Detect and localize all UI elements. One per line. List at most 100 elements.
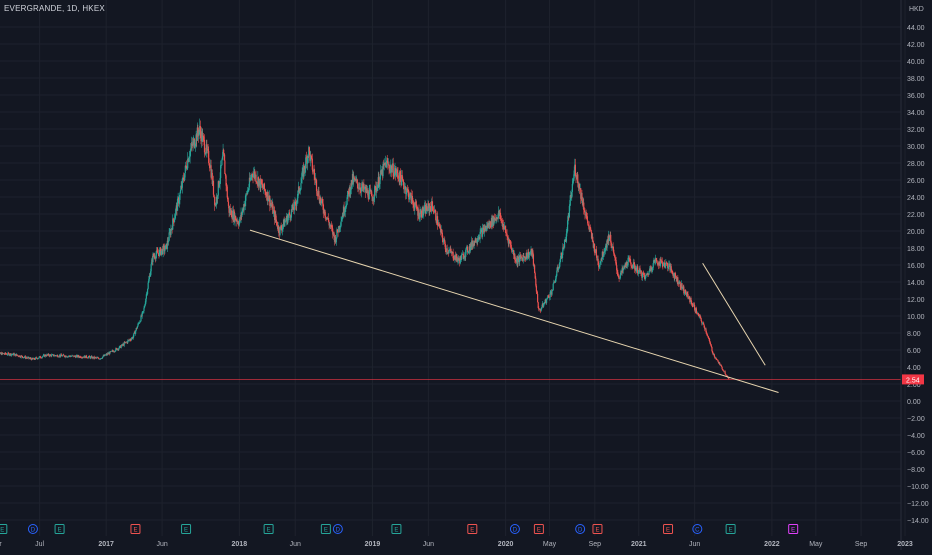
price-tick-label: 14.00 <box>907 280 925 287</box>
candle-body <box>133 333 134 336</box>
time-tick-label: Jul <box>35 541 44 548</box>
event-marker-label: E <box>267 528 271 534</box>
candle-body <box>714 354 715 356</box>
candle-body <box>255 175 256 182</box>
price-tick-label: 18.00 <box>907 246 925 253</box>
candle-body <box>221 160 222 165</box>
time-tick-label: Jun <box>689 541 700 548</box>
candle-body <box>500 213 501 219</box>
price-tick-label: 40.00 <box>907 59 925 66</box>
candle-body <box>717 360 718 362</box>
time-tick-label: Mar <box>0 541 2 548</box>
candle-body <box>537 294 538 302</box>
price-tick-label: 44.00 <box>907 25 925 32</box>
price-tick-label: −4.00 <box>907 433 925 440</box>
candle-body <box>16 354 17 355</box>
event-marker-label: E <box>666 528 670 534</box>
candle-body <box>461 255 462 260</box>
time-tick-label: Jun <box>156 541 167 548</box>
candle-body <box>725 371 726 374</box>
price-tick-label: 4.00 <box>907 365 921 372</box>
candle-body <box>222 156 223 159</box>
event-marker-label: E <box>595 528 599 534</box>
time-tick-label: May <box>809 541 823 548</box>
candle-body <box>620 274 621 278</box>
price-tick-label: 0.00 <box>907 399 921 406</box>
candle-body <box>722 367 723 369</box>
event-marker-label: C <box>695 528 700 534</box>
candle-body <box>164 249 165 251</box>
candle-body <box>614 254 615 255</box>
candle-body <box>151 264 152 271</box>
candle-body <box>174 218 175 222</box>
candle-body <box>641 271 642 276</box>
candle-body <box>435 211 436 220</box>
candle-body <box>556 271 557 276</box>
candle-body <box>445 244 446 249</box>
price-tick-label: 16.00 <box>907 263 925 270</box>
price-tick-label: 10.00 <box>907 314 925 321</box>
price-tick-label: −10.00 <box>907 484 929 491</box>
price-tick-label: −8.00 <box>907 467 925 474</box>
price-tick-label: 42.00 <box>907 42 925 49</box>
time-axis[interactable]: MarJul2017Jun2018Jun2019Jun2020MaySep202… <box>0 541 913 548</box>
price-tick-label: 12.00 <box>907 297 925 304</box>
price-tick-label: 32.00 <box>907 127 925 134</box>
candle-body <box>711 347 712 351</box>
candle-body <box>121 346 122 348</box>
candle-body <box>523 256 524 261</box>
currency-label: HKD <box>909 6 924 13</box>
candle-body <box>725 374 726 375</box>
candle-body <box>517 259 518 264</box>
symbol-title: EVERGRANDE, 1D, HKEX <box>4 4 105 13</box>
price-tick-label: 6.00 <box>907 348 921 355</box>
event-marker-label: D <box>578 528 583 534</box>
candle-body <box>317 191 318 194</box>
price-tick-label: 24.00 <box>907 195 925 202</box>
time-tick-label: 2017 <box>98 541 114 548</box>
candle-body <box>147 289 148 294</box>
event-marker-label: D <box>513 528 518 534</box>
event-marker-label: E <box>537 528 541 534</box>
candle-body <box>309 147 310 152</box>
last-price-label: 2.54 <box>906 377 920 384</box>
candle-body <box>264 183 265 189</box>
price-tick-label: −2.00 <box>907 416 925 423</box>
time-tick-label: 2021 <box>631 541 647 548</box>
candles <box>0 119 901 380</box>
candle-body <box>341 221 342 225</box>
event-marker-label: E <box>729 528 733 534</box>
candle-body <box>490 222 491 227</box>
candle-body <box>596 249 597 255</box>
time-tick-label: 2022 <box>764 541 780 548</box>
candle-body <box>560 259 561 262</box>
price-tick-label: 26.00 <box>907 178 925 185</box>
event-marker-label: E <box>133 528 137 534</box>
candle-body <box>357 180 358 184</box>
candle-body <box>642 273 643 278</box>
candle-body <box>148 283 149 289</box>
candle-body <box>354 177 355 178</box>
candle-body <box>224 160 225 174</box>
candle-body <box>653 263 654 268</box>
candle-body <box>421 210 422 216</box>
time-tick-label: 2019 <box>365 541 381 548</box>
price-tick-label: 34.00 <box>907 110 925 117</box>
time-tick-label: Jun <box>290 541 301 548</box>
candle-body <box>305 157 306 168</box>
price-tick-label: −14.00 <box>907 518 929 525</box>
candle-body <box>553 284 554 291</box>
event-marker-label: D <box>31 528 36 534</box>
price-tick-label: 30.00 <box>907 144 925 151</box>
candle-body <box>22 356 23 357</box>
candle-body <box>656 260 657 263</box>
event-marker-label: E <box>470 528 474 534</box>
candle-body <box>276 220 277 222</box>
time-tick-label: Sep <box>589 541 602 548</box>
price-tick-label: 38.00 <box>907 76 925 83</box>
time-tick-label: 2023 <box>897 541 913 548</box>
candle-body <box>213 195 214 197</box>
